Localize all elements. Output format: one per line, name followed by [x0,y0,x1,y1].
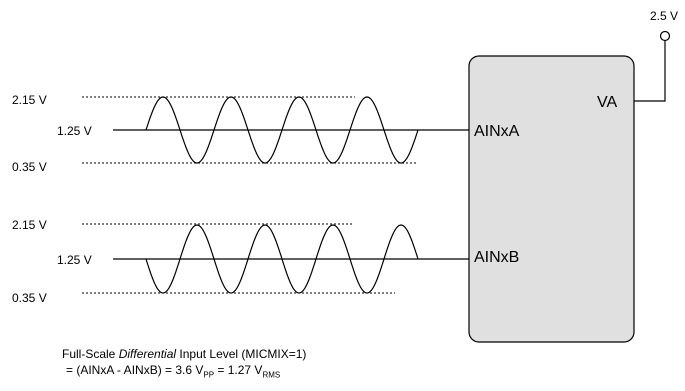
ainxa-min-level-label: 0.35 V [12,160,47,174]
caption-formula-b: = 1.27 V [214,363,263,377]
supply-terminal-icon [659,30,671,42]
caption-formula-a: = (AINxA - AINxB) = 3.6 V [66,363,204,377]
ainxa-max-level-label: 2.15 V [12,93,47,107]
pin-ainxa-label: AINxA [474,123,520,140]
caption-text-post: Input Level (MICMIX=1) [176,347,307,361]
caption-sub-rms: RMS [262,370,281,380]
caption-emphasis: Differential [118,347,177,361]
pin-ainxb-label: AINxB [474,249,519,266]
caption-line-1: Full-Scale Differential Input Level (MIC… [62,346,392,362]
supply-wire [634,40,666,102]
diagram-caption: Full-Scale Differential Input Level (MIC… [62,346,392,383]
caption-sub-pp: PP [203,370,215,380]
ainxb-max-level-label: 2.15 V [12,218,47,232]
pin-va-label: VA [597,94,617,111]
ainxa-sine-wave [145,96,419,164]
ainxa-mid-level-label: 1.25 V [57,124,92,138]
caption-text-pre: Full-Scale [62,347,119,361]
chip-body [468,55,635,343]
caption-line-2: = (AINxA - AINxB) = 3.6 VPP = 1.27 VRMS [62,362,392,383]
ainxb-sine-wave [145,224,419,294]
ainxb-min-level-label: 0.35 V [12,291,47,305]
ainxb-mid-level-label: 1.25 V [57,253,92,267]
supply-voltage-label: 2.5 V [650,9,678,23]
